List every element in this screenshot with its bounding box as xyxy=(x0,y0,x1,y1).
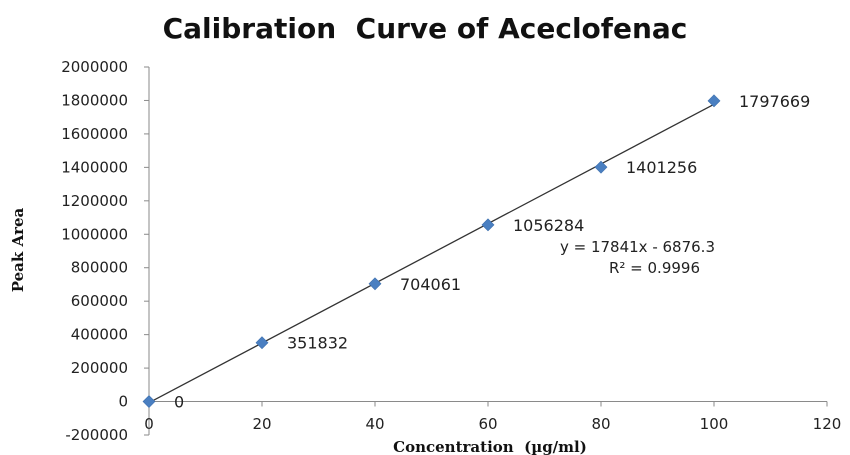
x-tick-label: 120 xyxy=(813,415,842,433)
y-tick-label: 200000 xyxy=(71,359,128,377)
y-tick-label: 400000 xyxy=(71,326,128,344)
y-tick-label: 0 xyxy=(118,393,128,411)
y-axis-label: Peak Area xyxy=(9,207,27,292)
r-squared-text: R² = 0.9996 xyxy=(609,259,700,277)
data-label: 1056284 xyxy=(513,216,584,235)
data-points: 0 351832 704061 1056284 1401256 1797669 xyxy=(142,92,810,412)
data-label: 1401256 xyxy=(626,158,697,177)
chart-title: Calibration Curve of Aceclofenac xyxy=(163,12,688,45)
data-label: 0 xyxy=(174,393,184,412)
data-point-marker xyxy=(594,160,608,174)
x-tick-label: 0 xyxy=(144,415,154,433)
data-point-marker xyxy=(368,277,382,291)
x-tick-label: 40 xyxy=(365,415,384,433)
data-label: 704061 xyxy=(400,275,461,294)
y-tick-label: 2000000 xyxy=(61,58,128,76)
trendline-equation: y = 17841x - 6876.3 R² = 0.9996 xyxy=(560,238,715,277)
data-point-marker xyxy=(707,94,721,108)
y-tick-label: 1800000 xyxy=(61,91,128,109)
y-tick-label: 600000 xyxy=(71,292,128,310)
data-point-marker xyxy=(255,336,269,350)
data-point-marker xyxy=(142,395,156,408)
axes: -200000 0 200000 400000 600000 800000 1000000 1… xyxy=(61,58,841,444)
data-label: 351832 xyxy=(287,334,348,353)
y-tick-label: 800000 xyxy=(71,259,128,277)
x-tick-label: 100 xyxy=(700,415,729,433)
trendline xyxy=(148,103,715,404)
data-label: 1797669 xyxy=(739,92,810,111)
y-tick-label: 1200000 xyxy=(61,192,128,210)
y-tick-label: 1600000 xyxy=(61,125,128,143)
y-tick-label: 1000000 xyxy=(61,225,128,243)
x-tick-label: 20 xyxy=(252,415,271,433)
x-tick-label: 60 xyxy=(478,415,497,433)
y-tick-label: 1400000 xyxy=(61,158,128,176)
data-point-marker xyxy=(481,218,495,232)
x-axis-label: Concentration (µg/ml) xyxy=(393,438,587,455)
y-tick-label: -200000 xyxy=(65,426,128,444)
trendline-group xyxy=(148,103,715,404)
equation-text: y = 17841x - 6876.3 xyxy=(560,238,715,256)
x-tick-label: 80 xyxy=(591,415,610,433)
